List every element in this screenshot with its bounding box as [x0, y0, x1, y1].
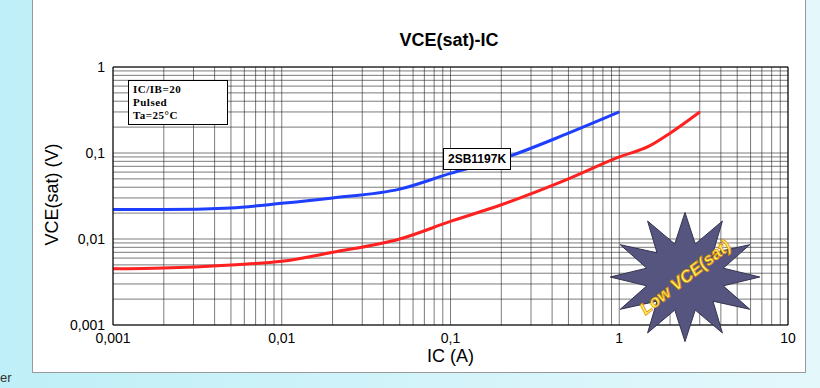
html-text:IC (A): IC (A)	[427, 346, 474, 366]
html-text:VCE(sat) (V): VCE(sat) (V)	[41, 143, 62, 246]
html-text:IC/IB=20: IC/IB=20	[133, 83, 182, 95]
html-text:er: er	[0, 370, 12, 385]
html-text:Ta=25°C: Ta=25°C	[133, 109, 178, 121]
svg-text:0,001: 0,001	[70, 317, 105, 333]
svg-text:Low VCE(sat): Low VCE(sat)	[636, 236, 734, 319]
html-text:Pulsed: Pulsed	[133, 96, 168, 108]
svg-text:0,001: 0,001	[95, 329, 131, 346]
svg-text:1: 1	[615, 330, 623, 346]
svg-text:0,01: 0,01	[268, 330, 295, 346]
svg-text:0,01: 0,01	[78, 231, 105, 247]
html-text:2SB1197K: 2SB1197K	[448, 152, 506, 166]
html-text:VCE(sat)-IC: VCE(sat)-IC	[399, 30, 499, 50]
svg-text:1: 1	[97, 59, 105, 75]
svg-text:0,1: 0,1	[86, 145, 106, 161]
svg-text:0,1: 0,1	[441, 330, 461, 346]
svg-text:10: 10	[780, 330, 796, 346]
